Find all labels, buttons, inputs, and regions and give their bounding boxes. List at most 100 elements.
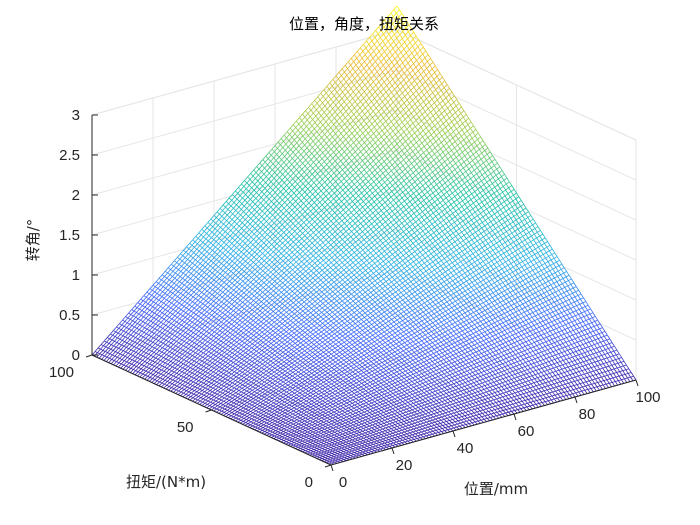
mesh-segment xyxy=(226,340,228,342)
mesh-segment xyxy=(250,265,252,267)
mesh-segment xyxy=(197,249,199,251)
mesh-segment xyxy=(161,302,163,304)
mesh-segment xyxy=(163,328,165,329)
mesh-segment xyxy=(332,332,334,334)
mesh-segment xyxy=(280,341,282,343)
mesh-segment xyxy=(221,286,223,288)
mesh-segment xyxy=(254,257,256,259)
mesh-segment xyxy=(251,260,253,262)
mesh-segment xyxy=(245,243,247,245)
mesh-segment xyxy=(240,221,242,223)
mesh-segment xyxy=(271,309,273,311)
mesh-segment xyxy=(447,406,449,408)
mesh-segment xyxy=(267,317,269,319)
mesh-segment xyxy=(302,353,304,355)
mesh-segment xyxy=(300,377,302,379)
mesh-segment xyxy=(316,350,318,352)
mesh-segment xyxy=(364,369,366,371)
mesh-segment xyxy=(296,284,298,286)
mesh-segment xyxy=(382,330,384,332)
mesh-segment xyxy=(427,378,429,380)
mesh-segment xyxy=(411,372,413,374)
mesh-segment xyxy=(258,249,260,251)
mesh-segment xyxy=(385,391,387,393)
mesh-segment xyxy=(221,263,223,265)
mesh-segment xyxy=(418,395,420,397)
mesh-segment xyxy=(243,318,245,320)
mesh-segment xyxy=(394,337,396,339)
mesh-segment xyxy=(408,373,410,375)
mesh-segment xyxy=(343,332,345,334)
mesh-segment xyxy=(203,265,205,267)
mesh-segment xyxy=(270,237,272,239)
mesh-segment xyxy=(318,382,320,384)
mesh-segment xyxy=(320,306,322,308)
mesh-segment xyxy=(188,314,190,316)
mesh-segment xyxy=(254,274,256,276)
mesh-segment xyxy=(374,360,376,362)
mesh-segment xyxy=(318,278,320,280)
mesh-segment xyxy=(235,216,237,218)
mesh-segment xyxy=(420,367,422,369)
mesh-segment xyxy=(385,343,387,345)
mesh-segment xyxy=(237,224,239,226)
mesh-segment xyxy=(254,279,256,281)
mesh-segment xyxy=(236,210,238,212)
mesh-segment xyxy=(393,345,395,347)
mesh-segment xyxy=(470,420,472,422)
mesh-segment xyxy=(385,328,387,330)
mesh-segment xyxy=(361,399,363,401)
mesh-segment xyxy=(433,402,435,404)
mesh-segment xyxy=(234,203,236,205)
mesh-segment xyxy=(324,366,326,368)
mesh-segment xyxy=(289,361,291,363)
mesh-segment xyxy=(236,360,238,362)
mesh-segment xyxy=(340,319,342,321)
mesh-segment xyxy=(239,267,241,269)
mesh-segment xyxy=(231,230,233,232)
mesh-segment xyxy=(316,297,318,299)
mesh-segment xyxy=(263,271,265,273)
mesh-segment xyxy=(348,354,350,356)
mesh-segment xyxy=(249,332,251,334)
mesh-segment xyxy=(359,337,361,339)
mesh-segment xyxy=(275,337,277,339)
mesh-segment xyxy=(304,281,306,283)
mesh-segment xyxy=(156,303,158,305)
mesh-segment xyxy=(228,312,230,314)
mesh-segment xyxy=(304,307,306,309)
mesh-segment xyxy=(435,395,437,397)
mesh-segment xyxy=(142,311,144,312)
mesh-segment xyxy=(416,373,418,375)
mesh-segment xyxy=(278,353,280,355)
mesh-segment xyxy=(440,426,442,428)
mesh-segment xyxy=(260,209,262,211)
mesh-segment xyxy=(380,374,382,376)
mesh-segment xyxy=(249,235,251,237)
mesh-segment xyxy=(197,272,199,274)
mesh-segment xyxy=(205,305,207,307)
mesh-segment xyxy=(284,375,286,377)
mesh-segment xyxy=(167,295,169,297)
mesh-segment xyxy=(189,330,191,332)
mesh-segment xyxy=(284,251,286,253)
mesh-segment xyxy=(302,335,304,337)
mesh-segment xyxy=(293,303,295,305)
mesh-segment xyxy=(243,337,245,339)
mesh-segment xyxy=(426,382,428,384)
mesh-segment xyxy=(149,331,151,332)
mesh-segment xyxy=(386,384,388,386)
mesh-segment xyxy=(326,336,328,338)
mesh-segment xyxy=(216,338,218,340)
mesh-segment xyxy=(231,309,233,311)
mesh-segment xyxy=(270,314,272,316)
mesh-segment xyxy=(180,254,182,256)
mesh-segment xyxy=(282,288,284,290)
mesh-segment xyxy=(390,361,392,363)
mesh-segment xyxy=(245,320,247,322)
mesh-segment xyxy=(372,339,374,341)
mesh-segment xyxy=(347,321,349,323)
mesh-segment xyxy=(326,350,328,352)
mesh-segment xyxy=(177,257,179,259)
mesh-segment xyxy=(241,296,243,298)
